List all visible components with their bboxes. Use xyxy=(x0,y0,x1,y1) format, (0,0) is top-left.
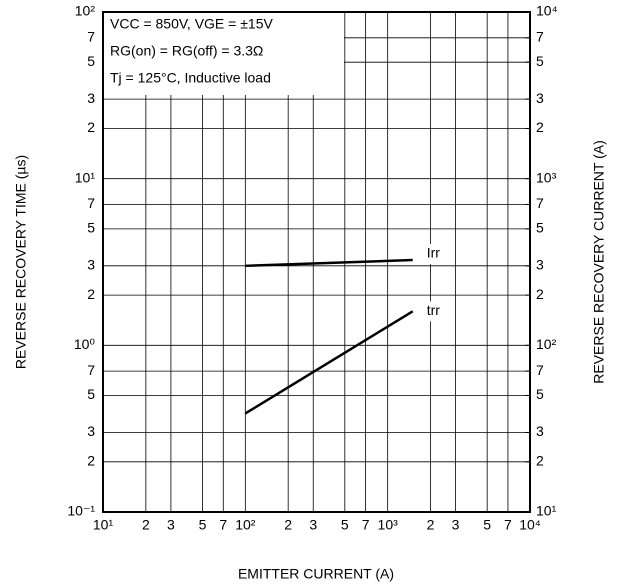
y-tick-label: 7 xyxy=(87,29,95,45)
y-tick-label: 7 xyxy=(87,362,95,378)
y-tick-label: 7 xyxy=(87,195,95,211)
y2-tick-label: 10¹ xyxy=(536,503,557,519)
y2-tick-label: 10³ xyxy=(536,169,557,185)
label-bg xyxy=(423,244,454,265)
x-tick-label: 5 xyxy=(199,517,207,533)
x-tick-label: 3 xyxy=(309,517,317,533)
series-line xyxy=(245,258,413,268)
y-tick-label: 10² xyxy=(75,3,96,19)
y-tick-label: 3 xyxy=(87,90,95,106)
annotation: VCC = 850V, VGE = ±15V xyxy=(110,16,273,32)
y2-tick-label: 2 xyxy=(536,119,544,135)
y2-tick-label: 3 xyxy=(536,423,544,439)
series-line xyxy=(244,310,414,415)
x-tick-label: 7 xyxy=(219,517,227,533)
y-tick-label: 10⁰ xyxy=(74,336,96,352)
y-tick-label: 10⁻¹ xyxy=(67,503,95,519)
x-axis-label: EMITTER CURRENT (A) xyxy=(238,566,394,582)
y2-tick-label: 7 xyxy=(536,29,544,45)
y2-tick-label: 5 xyxy=(536,53,544,69)
y2-tick-label: 10² xyxy=(536,336,557,352)
y-tick-label: 5 xyxy=(87,53,95,69)
x-tick-label: 7 xyxy=(362,517,370,533)
label-bg xyxy=(423,301,454,322)
y2-tick-label: 5 xyxy=(536,386,544,402)
y-tick-label: 10¹ xyxy=(75,169,96,185)
y2-tick-label: 7 xyxy=(536,362,544,378)
y-tick-label: 5 xyxy=(87,386,95,402)
x-tick-label: 3 xyxy=(452,517,460,533)
annotation-box xyxy=(104,13,344,95)
y-tick-label: 5 xyxy=(87,220,95,236)
x-tick-label: 2 xyxy=(284,517,292,533)
x-tick-label: 10³ xyxy=(378,517,399,533)
y2-tick-label: 5 xyxy=(536,220,544,236)
x-tick-label: 5 xyxy=(483,517,491,533)
y-tick-label: 2 xyxy=(87,286,95,302)
y-tick-label: 2 xyxy=(87,119,95,135)
x-tick-label: 5 xyxy=(341,517,349,533)
y-axis-label: REVERSE RECOVERY TIME (µs) xyxy=(13,155,29,369)
annotation: Tj = 125°C, Inductive load xyxy=(110,70,271,86)
x-tick-label: 2 xyxy=(427,517,435,533)
y-tick-label: 2 xyxy=(87,453,95,469)
series-label: trr xyxy=(427,302,441,318)
x-tick-label: 2 xyxy=(142,517,150,533)
plot-frame xyxy=(102,11,531,513)
x-tick-label: 10² xyxy=(235,517,256,533)
y-tick-label: 3 xyxy=(87,257,95,273)
y2-tick-label: 7 xyxy=(536,195,544,211)
annotation: RG(on) = RG(off) = 3.3Ω xyxy=(110,43,263,59)
x-tick-label: 10⁴ xyxy=(519,517,541,533)
y2-tick-label: 2 xyxy=(536,286,544,302)
y2-tick-label: 3 xyxy=(536,90,544,106)
x-tick-label: 7 xyxy=(504,517,512,533)
y2-tick-label: 10⁴ xyxy=(536,3,558,19)
y2-tick-label: 3 xyxy=(536,257,544,273)
x-tick-label: 3 xyxy=(167,517,175,533)
x-tick-label: 10¹ xyxy=(93,517,114,533)
series-label: Irr xyxy=(427,245,441,261)
y-tick-label: 3 xyxy=(87,423,95,439)
y2-tick-label: 2 xyxy=(536,453,544,469)
y2-axis-label: REVERSE RECOVERY CURRENT (A) xyxy=(591,140,607,384)
